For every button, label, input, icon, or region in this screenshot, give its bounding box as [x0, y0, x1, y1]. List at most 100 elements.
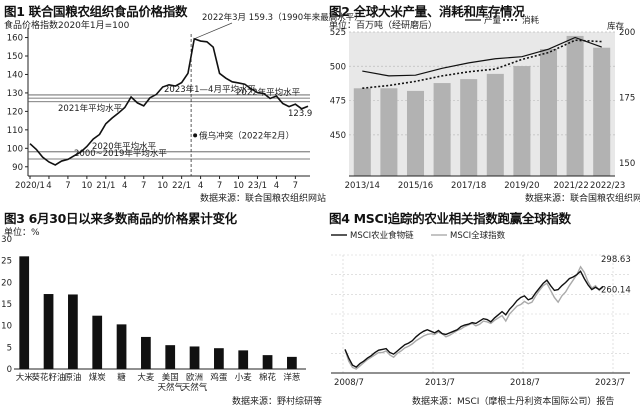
fig1-y-tick-label: 150 [7, 52, 23, 62]
fig1-x-tick-label: 21/1 [96, 181, 115, 191]
fig4-line-agri [344, 270, 604, 368]
fig1-x-tick-label: 2020/1 [15, 181, 45, 191]
fig2-left-tick-label: 500 [330, 62, 346, 72]
fig3-source: 数据来源：野村综研等 [232, 397, 323, 407]
fig1-x-tick-label: 7 [293, 181, 298, 191]
fig2-bar-stock [380, 88, 398, 176]
fig1-y-tick-label: 110 [7, 126, 23, 136]
fig3-bar [141, 336, 151, 369]
fig1-x-tick-label: 4 [122, 181, 127, 191]
fig3-category-label: 煤炭 [89, 372, 107, 383]
fig1-reference-label: 2022年平均水平 [236, 87, 301, 98]
fig1-peak-leader [194, 22, 233, 40]
fig1-reference-label: 2023年1—4月平均水平 [164, 84, 256, 95]
fig1-x-tick-label: 4 [46, 181, 51, 191]
fig3-y-tick-label: 0 [7, 365, 12, 375]
fig1-y-tick-label: 160 [7, 34, 23, 44]
fig3-bar [238, 350, 249, 369]
fig3-bar [287, 356, 297, 369]
fig4-end-label-agri: 298.63 [601, 255, 631, 265]
fig4-source: 数据来源：MSCI（摩根士丹利资本国际公司）报告 [412, 397, 615, 407]
fig2-x-tick-label: 2019/20 [504, 181, 539, 191]
fig2-bar-stock [353, 88, 371, 176]
fig2-bar-stock [486, 73, 504, 176]
fig2-x-tick-label: 2013/14 [345, 181, 380, 191]
fig1-x-tick-label: 4 [198, 181, 203, 191]
fig3-category-label: 葵花籽油 [32, 372, 66, 383]
fig1-event-marker [193, 133, 198, 138]
fig3-category-label: 大米 [16, 372, 34, 383]
fig4-x-tick-label: 2018/7 [510, 378, 540, 388]
fig2-x-tick-label: 2021/22 [553, 181, 588, 191]
fig3-category-label: 小麦 [235, 372, 253, 383]
fig1-y-tick-label: 120 [7, 107, 23, 117]
fig3-y-tick-label: 20 [1, 278, 12, 288]
fig4-x-tick-label: 2013/7 [425, 378, 455, 388]
fig1-x-tick-label: 7 [65, 181, 70, 191]
fig4-x-tick-label: 2008/7 [334, 378, 364, 388]
fig2-bar-stock [460, 79, 478, 176]
fig3-y-tick-label: 10 [1, 322, 12, 332]
fig3-bar [189, 346, 200, 369]
fig3-y-tick-label: 30 [1, 235, 12, 245]
fig1-panel: 图1 联合国粮农组织食品价格指数 食品价格指数2020年1月=100 数据来源：… [0, 0, 363, 205]
fig3-category-label: 原油 [64, 372, 81, 383]
fig3-title: 图3 6月30日以来多数商品的价格累计变化 [4, 211, 237, 226]
fig2-bar-stock [566, 35, 584, 176]
fig2-left-tick-label: 475 [330, 97, 346, 107]
fig3-bar [165, 345, 176, 369]
fig1-title: 图1 联合国粮农组织食品价格指数 [4, 4, 188, 19]
fig4-line-world [344, 265, 604, 370]
fig1-y-tick-label: 140 [7, 70, 23, 80]
fig2-right-axis-title: 库存 [607, 21, 625, 32]
fig3-y-tick-label: 25 [1, 257, 12, 267]
fig4-panel: 图4 MSCI追踪的农业相关指数跑赢全球指数 数据来源：MSCI（摩根士丹利资本… [325, 205, 640, 408]
fig3-bar [43, 294, 54, 369]
fig2-x-tick-label: 2017/18 [451, 181, 486, 191]
fig1-y-tick-label: 130 [7, 89, 23, 99]
fig4-title: 图4 MSCI追踪的农业相关指数跑赢全球指数 [329, 211, 571, 226]
fig1-x-tick-label: 22/1 [172, 181, 191, 191]
fig1-reference-label: 2021年平均水平 [58, 103, 123, 114]
fig2-bar-stock [433, 83, 451, 176]
fig1-x-tick-label: 10 [157, 181, 168, 191]
fig2-x-tick-label: 2022/23 [590, 181, 625, 191]
fig1-x-tick-label: 7 [141, 181, 146, 191]
fig2-x-tick-label: 2015/16 [398, 181, 433, 191]
fig1-source: 数据来源：联合国粮农组织网站 [200, 194, 327, 204]
fig3-bar [19, 256, 30, 369]
fig1-y-tick-label: 100 [7, 144, 23, 154]
fig2-bar-stock [406, 90, 425, 176]
fig2-legend-production: 产量 [484, 15, 502, 26]
fig1-y-tick-label: 90 [12, 163, 23, 173]
fig2-line-consumption [362, 39, 602, 90]
fig3-plot: 0 5 10 15 20 25 30 大米葵花籽油原油 煤炭糖大麦 美国天然气欧洲天然气鸡蛋 小麦棉… [1, 235, 306, 393]
fig2-panel: 图2 全球大米产量、消耗和库存情况 单位：百万吨（经研磨后） 数据来源：联合国粮… [325, 0, 640, 205]
fig1-peak-label: 2022年3月 159.3（1990年来最高水平） [202, 12, 363, 23]
fig3-y-tick-label: 15 [1, 300, 12, 310]
fig4-x-tick-label: 2023/7 [595, 378, 625, 388]
fig3-category-label: 美国天然气 [157, 372, 183, 393]
fig1-series-line [29, 37, 309, 166]
fig1-reference-label: 2020年平均水平 [92, 141, 157, 152]
fig4-legend-world: MSCI全球指数 [450, 230, 506, 241]
fig1-subtitle: 食品价格指数2020年1月=100 [4, 21, 130, 31]
fig1-reference-label: 2000~2019年平均水平 [74, 148, 167, 159]
fig3-category-label: 洋葱 [283, 372, 300, 383]
fig2-right-tick-label: 150 [619, 159, 635, 169]
fig3-y-tick-label: 5 [7, 343, 12, 353]
fig4-legend-agri: MSCI农业食物链 [350, 230, 414, 241]
fig3-bar [214, 348, 224, 369]
fig1-last-label: 123.9 [288, 109, 312, 119]
fig3-bar [116, 324, 127, 369]
fig1-x-tick-label: 4 [274, 181, 279, 191]
fig2-bar-stock [513, 66, 531, 176]
fig1-x-tick-label: 10 [233, 181, 244, 191]
fig1-x-tick-label: 10 [81, 181, 92, 191]
fig2-right-tick-label: 175 [619, 93, 635, 103]
fig1-event-label: 俄乌冲突（2022年2月） [199, 130, 294, 141]
fig3-bar [68, 294, 78, 369]
fig2-legend-consumption: 消耗 [522, 15, 540, 26]
